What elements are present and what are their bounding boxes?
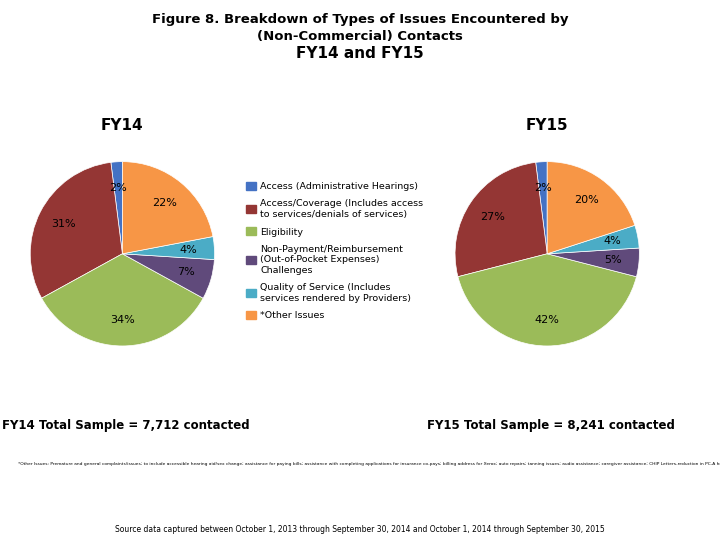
Text: 22%: 22% <box>152 198 177 208</box>
Text: 31%: 31% <box>51 219 76 228</box>
Text: 4%: 4% <box>603 237 621 246</box>
Text: 7%: 7% <box>177 267 195 278</box>
Text: 42%: 42% <box>535 315 559 325</box>
Text: FY14 Total Sample = 7,712 contacted: FY14 Total Sample = 7,712 contacted <box>2 418 250 431</box>
Text: 27%: 27% <box>480 212 505 221</box>
Text: 4%: 4% <box>180 245 197 255</box>
Wedge shape <box>122 254 215 298</box>
Wedge shape <box>122 237 215 260</box>
Text: (Non-Commercial) Contacts: (Non-Commercial) Contacts <box>257 30 463 43</box>
Text: 34%: 34% <box>110 315 135 325</box>
Text: 5%: 5% <box>605 255 622 265</box>
Text: Source data captured between October 1, 2013 through September 30, 2014 and Octo: Source data captured between October 1, … <box>115 524 605 534</box>
Legend: Access (Administrative Hearings), Access/Coverage (Includes access
to services/d: Access (Administrative Hearings), Access… <box>244 180 426 322</box>
Wedge shape <box>30 163 122 298</box>
Wedge shape <box>458 254 636 346</box>
Text: FY15 Total Sample = 8,241 contacted: FY15 Total Sample = 8,241 contacted <box>427 418 675 431</box>
Wedge shape <box>547 161 635 254</box>
Text: FY14 and FY15: FY14 and FY15 <box>296 46 424 61</box>
Text: *Other Issues: Premature and general complaints/issues; to include accessible he: *Other Issues: Premature and general com… <box>18 462 720 465</box>
Wedge shape <box>547 225 639 254</box>
Wedge shape <box>455 163 547 276</box>
Wedge shape <box>42 254 203 346</box>
Text: 2%: 2% <box>534 183 552 193</box>
Title: FY14: FY14 <box>101 118 144 133</box>
Wedge shape <box>547 248 639 276</box>
Text: Figure 8. Breakdown of Types of Issues Encountered by: Figure 8. Breakdown of Types of Issues E… <box>152 14 568 26</box>
Wedge shape <box>536 161 547 254</box>
Text: 2%: 2% <box>109 183 127 193</box>
Wedge shape <box>122 161 213 254</box>
Wedge shape <box>111 161 122 254</box>
Title: FY15: FY15 <box>526 118 569 133</box>
Text: 20%: 20% <box>574 195 598 205</box>
